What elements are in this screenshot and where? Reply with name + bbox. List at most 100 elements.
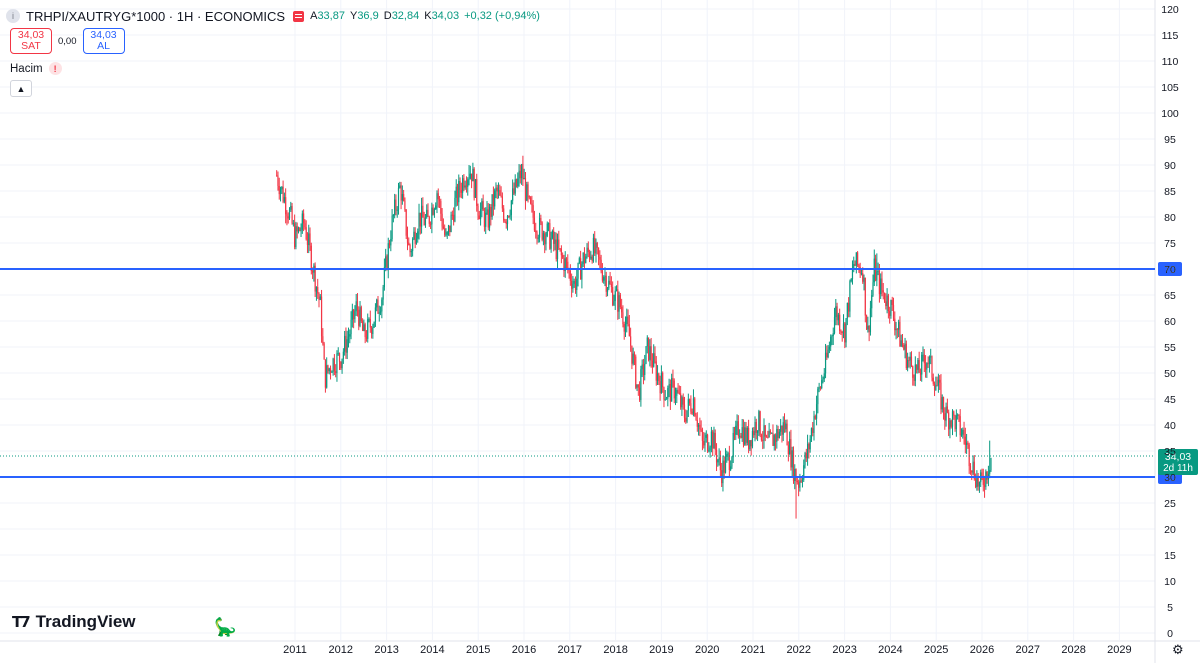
candle-body (335, 371, 337, 374)
tradingview-logo[interactable]: T7 TradingView (12, 612, 136, 632)
candle-body (396, 209, 398, 211)
candle-body (546, 223, 548, 236)
price-tick-label: 70 (1164, 264, 1176, 276)
candle-body (488, 206, 491, 228)
symbol-title[interactable]: TRHPI/XAUTRYG*1000 · 1H · ECONOMICS (26, 8, 286, 24)
candle-body (940, 382, 942, 410)
time-tick-label: 2013 (374, 644, 398, 656)
candle-body (359, 307, 361, 326)
candle-body (944, 413, 946, 421)
time-axis[interactable]: 2011 2012 2013 2014 2015 2016 2017 2018 2019 2020… (283, 644, 1131, 656)
candle-body (985, 471, 987, 487)
candle-body (926, 363, 928, 370)
candle-body (496, 187, 498, 192)
candle-body (665, 398, 668, 400)
chevron-up-icon[interactable]: ▲ (10, 80, 32, 97)
candle-body (454, 197, 456, 222)
candle-body (976, 475, 978, 488)
candle-body (803, 465, 805, 480)
gear-icon[interactable]: ⚙ (1172, 642, 1184, 657)
candle-body (706, 434, 709, 452)
volume-indicator-label[interactable]: Hacim (10, 62, 43, 75)
candle-body (494, 190, 496, 207)
candle-body (363, 324, 365, 331)
price-tick-label: 75 (1164, 238, 1176, 250)
candle-body (917, 360, 919, 370)
candle-body (872, 282, 874, 296)
candle-body (377, 299, 379, 314)
candle-body (495, 187, 497, 191)
candle-body (680, 393, 682, 408)
volume-indicator[interactable]: Hacim ! (10, 62, 62, 75)
price-axis[interactable]: 0 5 10 15 20 25 30 35 40 45 50 55 60 65 70 75 80 85 90 95 10… (1161, 4, 1179, 640)
candle-body (945, 406, 947, 421)
candle-body (585, 256, 587, 264)
candle-body (301, 213, 303, 230)
candle-body (986, 471, 988, 480)
dinosaur-icon[interactable]: 🦕 (214, 617, 237, 637)
candle-body (892, 304, 895, 319)
candle-body (714, 432, 716, 450)
price-tick-label: 0 (1167, 628, 1173, 640)
candle-body (395, 199, 397, 211)
sell-button[interactable]: 34,03 SAT (10, 28, 52, 54)
candle-body (523, 177, 525, 180)
candle-body (460, 190, 462, 193)
candle-body (477, 205, 479, 216)
candle-body (560, 248, 562, 256)
candle-body (824, 352, 827, 374)
candle-body (674, 395, 677, 399)
candle-body (858, 265, 860, 267)
candle-body (362, 321, 364, 331)
candle-body (941, 397, 943, 410)
candle-body (291, 206, 293, 224)
candle-body (813, 416, 815, 433)
candle-body (431, 207, 433, 225)
candle-body (927, 363, 929, 365)
candle-body (969, 466, 972, 471)
candle-body (865, 315, 868, 330)
info-icon[interactable]: i (6, 9, 20, 23)
candle-body (627, 316, 629, 325)
candle-body (718, 457, 720, 460)
candle-body (603, 277, 605, 281)
trade-buttons: 34,03 SAT 0,00 34,03 AL (10, 28, 125, 54)
chart-legend: i TRHPI/XAUTRYG*1000 · 1H · ECONOMICS A3… (6, 6, 540, 26)
candle-body (686, 410, 688, 422)
candle-body (567, 261, 569, 270)
candle-body (555, 239, 557, 259)
candle-body (378, 312, 380, 314)
candle-body (285, 197, 287, 215)
candle-body (356, 301, 359, 310)
candle-body (790, 439, 792, 468)
time-tick-label: 2011 (283, 644, 307, 656)
market-status-icon[interactable] (293, 10, 305, 22)
candle-body (471, 173, 473, 182)
candle-body (588, 252, 591, 259)
candle-body (978, 482, 981, 487)
change-value: +0,32 (+0,94%) (464, 10, 540, 22)
candle-body (485, 212, 487, 227)
ohlc-values: A33,87 Y36,9 D32,84 K34,03 +0,32 (+0,94%… (310, 10, 540, 22)
candle-body (282, 186, 284, 202)
candle-body (527, 184, 529, 197)
candle-body (903, 344, 905, 350)
candle-body (672, 378, 674, 381)
candle-body (719, 457, 721, 471)
candle-body (724, 456, 727, 473)
candle-body (417, 231, 419, 239)
candle-body (463, 178, 465, 188)
candle-body (853, 264, 855, 269)
candle-body (360, 307, 362, 322)
candle-body (605, 275, 607, 292)
price-tick-label: 115 (1162, 30, 1179, 42)
candle-body (483, 210, 486, 227)
buy-button[interactable]: 34,03 AL (82, 28, 125, 54)
candle-body (410, 251, 412, 253)
warning-icon[interactable]: ! (48, 62, 62, 75)
candle-body (818, 387, 820, 389)
candle-body (510, 200, 512, 216)
candle-body (759, 411, 761, 436)
